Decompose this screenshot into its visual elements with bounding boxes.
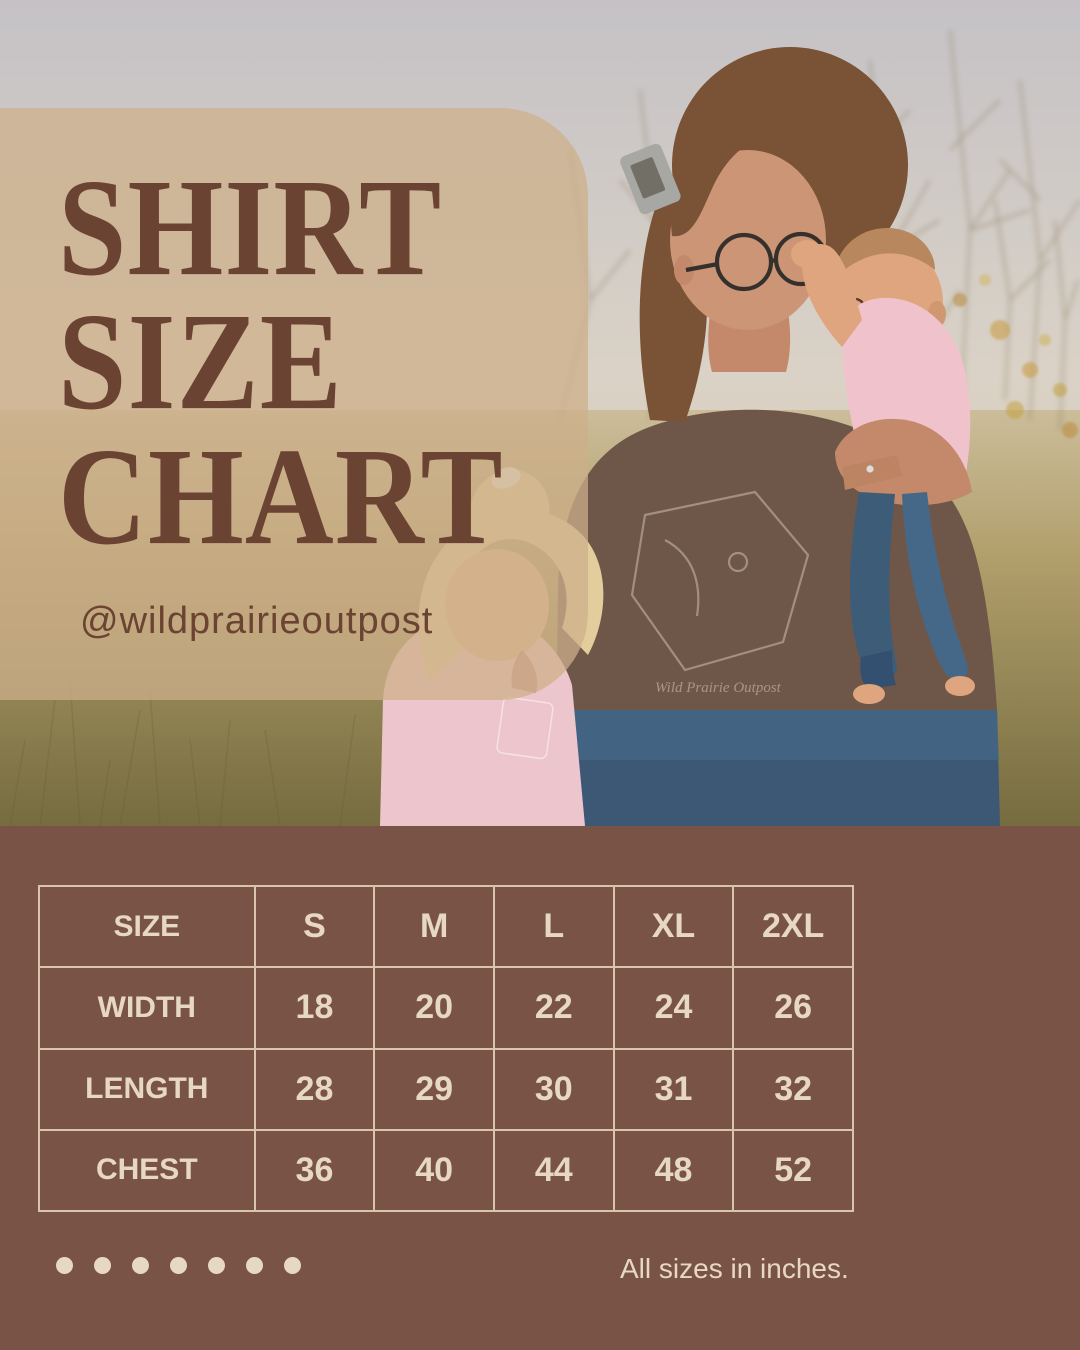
svg-text:Wild Prairie Outpost: Wild Prairie Outpost — [655, 680, 782, 696]
